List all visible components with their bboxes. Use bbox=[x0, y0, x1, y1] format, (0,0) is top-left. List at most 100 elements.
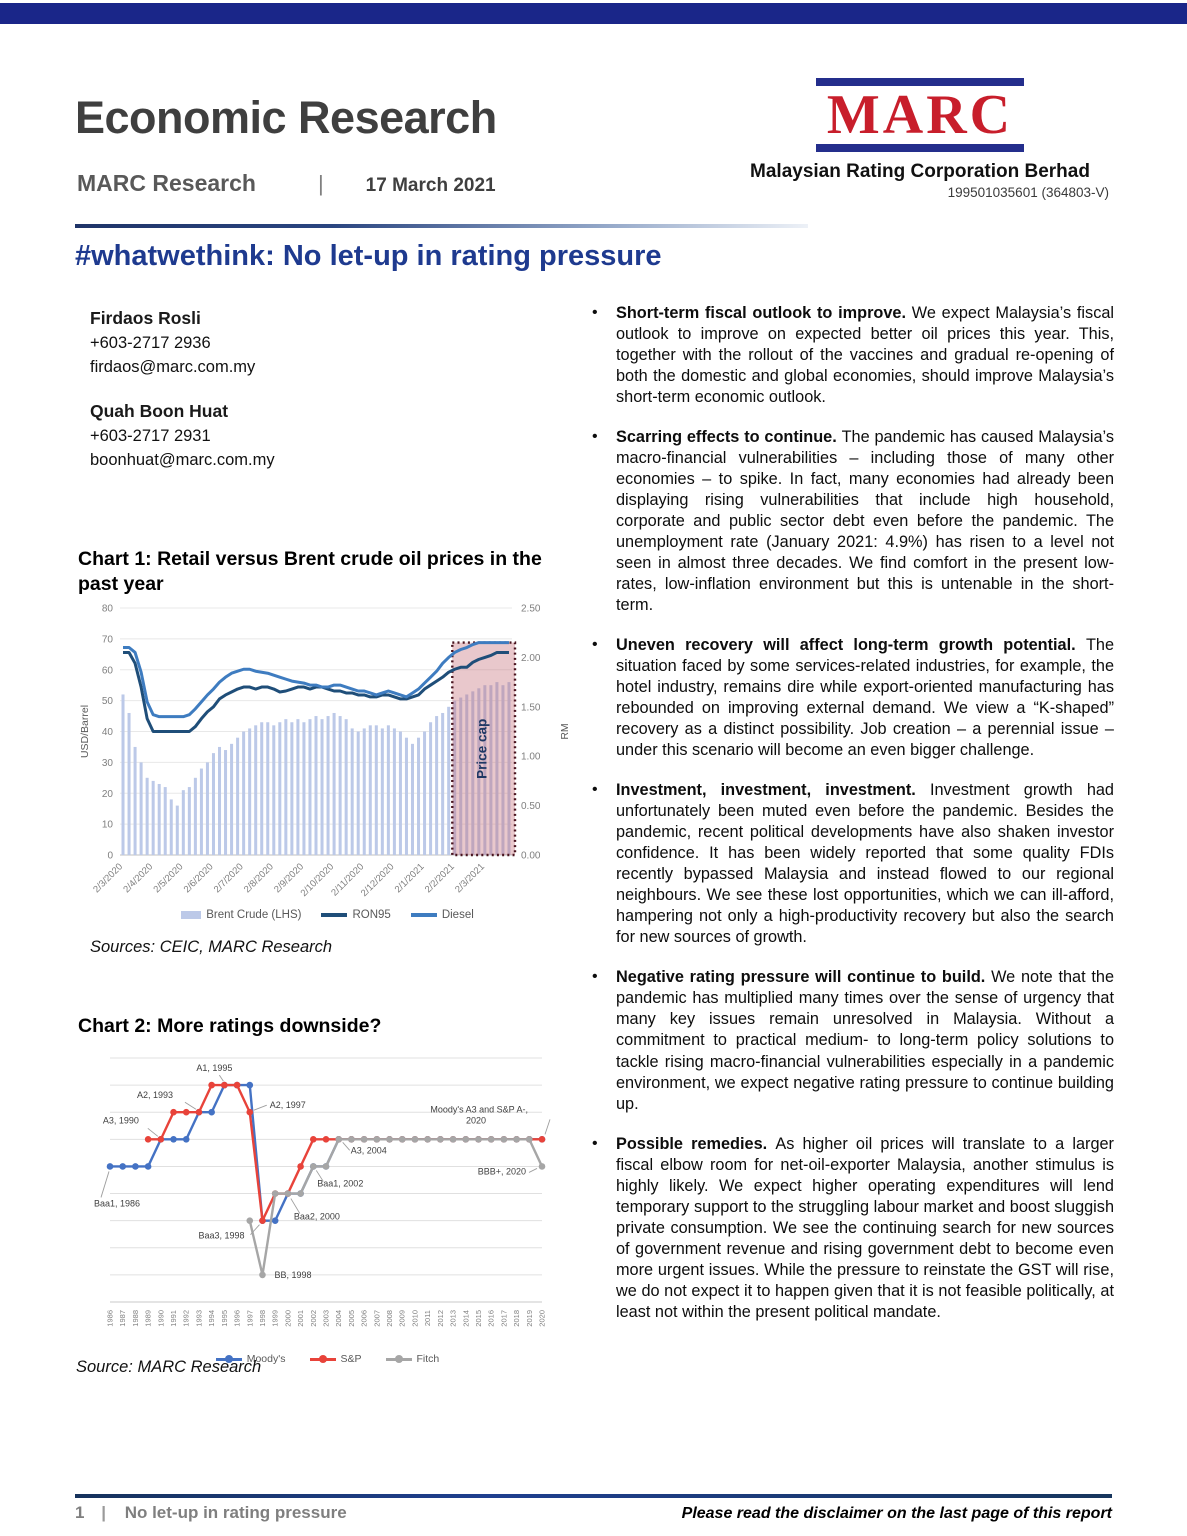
svg-text:2007: 2007 bbox=[372, 1310, 381, 1327]
author-email: firdaos@marc.com.my bbox=[90, 358, 256, 376]
author-name: Firdaos Rosli bbox=[90, 308, 201, 328]
bullet-text: As higher oil prices will translate to a… bbox=[616, 1134, 1114, 1321]
svg-text:2/3/2020: 2/3/2020 bbox=[91, 861, 125, 895]
bullet-lead: Possible remedies. bbox=[616, 1134, 776, 1153]
svg-text:2/8/2020: 2/8/2020 bbox=[242, 861, 276, 895]
svg-text:BB, 1998: BB, 1998 bbox=[274, 1270, 311, 1280]
svg-text:2018: 2018 bbox=[512, 1310, 521, 1327]
chart2-source: Source: MARC Research bbox=[76, 1358, 262, 1376]
legend-line-swatch-icon bbox=[410, 913, 437, 917]
report-date: 17 March 2021 bbox=[365, 175, 496, 196]
author-block: Quah Boon Huat +603-2717 2931 boonhuat@m… bbox=[90, 401, 275, 470]
legend-item: Diesel bbox=[410, 909, 474, 921]
svg-text:70: 70 bbox=[102, 634, 114, 645]
marc-logo: MARC bbox=[816, 78, 1024, 152]
legend-item: Brent Crude (LHS) bbox=[181, 909, 301, 921]
footer: 1 | No let-up in rating pressure Please … bbox=[75, 1503, 1112, 1523]
header-divider bbox=[75, 224, 808, 228]
svg-text:2008: 2008 bbox=[385, 1310, 394, 1327]
footer-separator: | bbox=[101, 1503, 106, 1522]
svg-text:2.50: 2.50 bbox=[521, 604, 541, 615]
svg-text:Price cap: Price cap bbox=[475, 719, 490, 779]
legend-label: Moody's bbox=[246, 1353, 286, 1365]
chart1-legend: Brent Crude (LHS) RON95 Diesel bbox=[75, 909, 580, 921]
svg-text:30: 30 bbox=[102, 758, 114, 769]
svg-text:2020: 2020 bbox=[466, 1115, 486, 1125]
footer-doc-title: No let-up in rating pressure bbox=[124, 1503, 347, 1522]
svg-text:A3, 1990: A3, 1990 bbox=[103, 1115, 139, 1125]
svg-text:2/1/2021: 2/1/2021 bbox=[393, 861, 427, 895]
svg-text:1991: 1991 bbox=[169, 1310, 178, 1327]
svg-text:1.00: 1.00 bbox=[521, 752, 541, 763]
svg-text:Moody's A3 and S&P A-,: Moody's A3 and S&P A-, bbox=[430, 1104, 528, 1114]
bullet-lead: Scarring effects to continue. bbox=[616, 428, 842, 447]
bullet-list: Short-term fiscal outlook to improve. We… bbox=[588, 303, 1114, 1342]
svg-text:2/12/2020: 2/12/2020 bbox=[359, 861, 397, 899]
legend-item: Fitch bbox=[385, 1353, 440, 1365]
svg-text:1993: 1993 bbox=[194, 1310, 203, 1327]
legend-label: Diesel bbox=[441, 909, 474, 921]
bullet-item: Short-term fiscal outlook to improve. We… bbox=[588, 303, 1114, 408]
logo-text: MARC bbox=[826, 84, 1014, 146]
chart2-figure: 1986 1987 1988 1989 1990 1991 1992 1993 1994 1995… bbox=[75, 1050, 580, 1365]
svg-text:1992: 1992 bbox=[182, 1310, 191, 1327]
svg-text:BBB+, 2020: BBB+, 2020 bbox=[478, 1166, 526, 1176]
logo-bar-top-icon bbox=[816, 78, 1024, 86]
svg-text:1998: 1998 bbox=[258, 1310, 267, 1327]
svg-text:1988: 1988 bbox=[131, 1310, 140, 1327]
svg-text:2010: 2010 bbox=[410, 1310, 419, 1327]
bullet-lead: Uneven recovery will affect long-term gr… bbox=[616, 636, 1086, 655]
legend-line-swatch-icon bbox=[321, 913, 348, 917]
author-name: Quah Boon Huat bbox=[90, 401, 229, 421]
bullet-item: Possible remedies. As higher oil prices … bbox=[588, 1134, 1114, 1323]
chart1-heading: Chart 1: Retail versus Brent crude oil p… bbox=[78, 548, 542, 595]
legend-label: Brent Crude (LHS) bbox=[206, 909, 302, 921]
svg-text:1995: 1995 bbox=[220, 1310, 229, 1327]
svg-text:2/5/2020: 2/5/2020 bbox=[152, 861, 186, 895]
svg-text:60: 60 bbox=[102, 665, 114, 676]
svg-text:2014: 2014 bbox=[461, 1310, 470, 1327]
legend-bar-swatch-icon bbox=[181, 911, 202, 919]
page-title: #whatwethink: No let-up in rating pressu… bbox=[75, 240, 662, 272]
footer-page-number: 1 bbox=[75, 1503, 85, 1522]
legend-line-swatch-icon bbox=[385, 1355, 412, 1363]
svg-text:2017: 2017 bbox=[499, 1310, 508, 1327]
svg-text:A2, 1997: A2, 1997 bbox=[270, 1100, 306, 1110]
legend-label: RON95 bbox=[352, 909, 391, 921]
bullet-item: Uneven recovery will affect long-term gr… bbox=[588, 635, 1114, 761]
brand-row: MARC Research | 17 March 2021 bbox=[77, 170, 496, 197]
marc-logo-block: MARC Malaysian Rating Corporation Berhad… bbox=[725, 78, 1115, 200]
svg-text:2/3/2021: 2/3/2021 bbox=[453, 861, 487, 895]
chart1-source: Sources: CEIC, MARC Research bbox=[90, 938, 333, 956]
svg-text:2/6/2020: 2/6/2020 bbox=[182, 861, 216, 895]
svg-text:RM: RM bbox=[559, 723, 571, 739]
svg-text:2004: 2004 bbox=[334, 1310, 343, 1327]
svg-text:2020: 2020 bbox=[538, 1310, 547, 1327]
svg-text:2012: 2012 bbox=[436, 1310, 445, 1327]
svg-text:1987: 1987 bbox=[118, 1310, 127, 1327]
svg-text:2/2/2021: 2/2/2021 bbox=[423, 861, 457, 895]
svg-text:0.50: 0.50 bbox=[521, 801, 541, 812]
header-separator: | bbox=[317, 171, 324, 196]
bullet-lead: Negative rating pressure will continue t… bbox=[616, 968, 992, 987]
legend-label: Fitch bbox=[416, 1353, 440, 1365]
footer-disclaimer: Please read the disclaimer on the last p… bbox=[681, 1505, 1112, 1522]
bullet-item: Negative rating pressure will continue t… bbox=[588, 967, 1114, 1114]
svg-text:2/4/2020: 2/4/2020 bbox=[121, 861, 155, 895]
svg-text:0: 0 bbox=[107, 851, 113, 862]
svg-text:1999: 1999 bbox=[271, 1310, 280, 1327]
author-phone: +603-2717 2931 bbox=[90, 427, 211, 445]
bullet-item: Investment, investment, investment. Inve… bbox=[588, 780, 1114, 948]
bullet-text: We note that the pandemic has multiplied… bbox=[616, 968, 1114, 1113]
chart1-svg: 0 10 20 30 40 50 60 70 80 0.00 0.50 1.00 1.50 2.00 2.5… bbox=[79, 604, 571, 900]
author-email: boonhuat@marc.com.my bbox=[90, 451, 275, 469]
legend-item: RON95 bbox=[321, 909, 391, 921]
top-accent-bar bbox=[0, 3, 1187, 24]
author-phone: +603-2717 2936 bbox=[90, 334, 211, 352]
doc-type-title: Economic Research bbox=[75, 92, 497, 143]
bullet-lead: Investment, investment, investment. bbox=[616, 781, 930, 800]
svg-text:2/7/2020: 2/7/2020 bbox=[212, 861, 246, 895]
bullet-text: Investment growth had unfortunately been… bbox=[616, 781, 1114, 947]
svg-text:2.00: 2.00 bbox=[521, 653, 541, 664]
chart2-legend: Moody's S&P Fitch bbox=[75, 1353, 580, 1365]
